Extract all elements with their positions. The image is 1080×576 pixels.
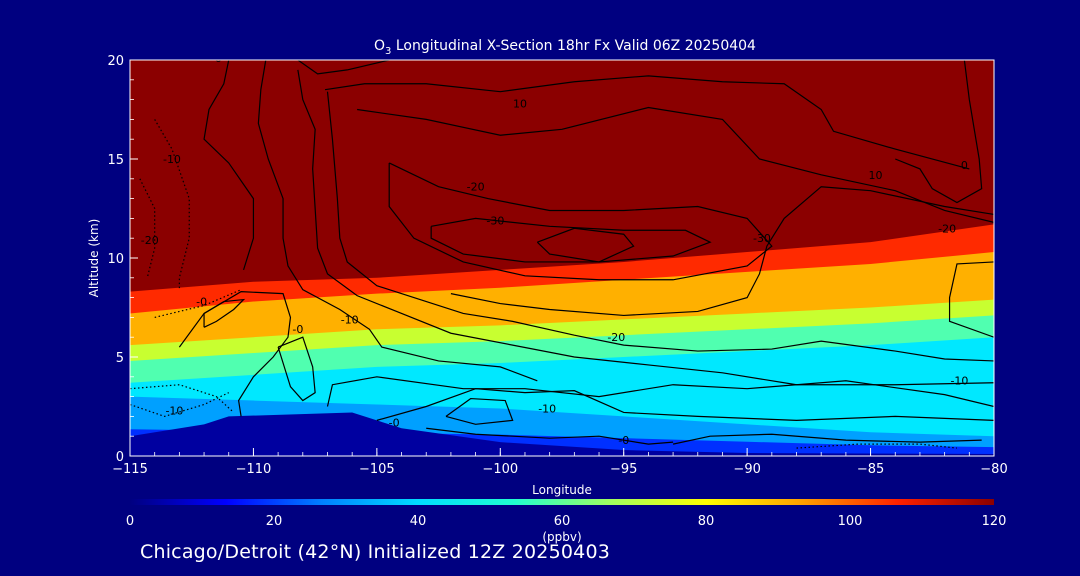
x-tick-label: −80 [980,462,1007,477]
colorbar-scale [130,499,994,505]
contour-line [154,119,190,290]
contour-line [154,289,242,318]
colorbar-tick-label: 60 [554,514,571,529]
contour-label: -20 [141,234,159,247]
colorbar-unit: (ppbv) [542,530,581,544]
contour-label: -20 [607,331,625,344]
contour-label: -10 [165,404,183,417]
contour-line [178,291,292,417]
contour-line [796,443,958,449]
colorbar-tick-label: 80 [698,514,715,529]
contour-line [297,69,994,386]
colorbar-tick-label: 120 [982,514,1007,529]
contour-label: -0 [211,52,222,65]
contour-line [357,106,994,223]
contour-line [130,392,230,418]
contour-line [324,75,970,170]
contour-label: -0 [618,434,629,447]
x-tick-label: −85 [857,462,884,477]
contour-line [130,384,235,413]
colorbar-tick-label: 0 [126,514,134,529]
y-tick-label: 0 [116,450,124,465]
contour-label: -10 [950,375,968,388]
contour-line [376,388,994,421]
contour-line [430,217,712,263]
x-tick-label: −110 [236,462,272,477]
contour-line [895,60,983,204]
x-tick-label: −100 [482,462,518,477]
contour-label: -10 [341,313,359,326]
x-tick-label: −115 [112,462,148,477]
y-axis: 0 5 10 15 20 [107,54,138,465]
contour-line [445,397,514,425]
x-axis-label: Longitude [532,483,592,497]
y-tick-label: 5 [116,351,124,366]
contour-label: 0 [961,159,968,172]
contour-line [277,336,316,402]
x-tick-label: −105 [359,462,395,477]
contour-line [203,60,255,271]
contour-line [426,427,674,445]
x-tick-label: −90 [733,462,760,477]
contour-label: -30 [753,232,771,245]
contour-line [297,60,390,75]
contour-line [326,91,994,362]
plot-area: -0 -10 -20 10 -20 -30 10 0 -30 -20 -0 -0 -10 -20 -10 -1… [130,52,994,456]
footer-caption: Chicago/Detroit (42°N) Initialized 12Z 2… [140,541,611,563]
colorbar-tick-label: 40 [410,514,427,529]
x-tick-label: −95 [610,462,637,477]
contour-label: -10 [538,402,556,415]
contour-label: -10 [163,153,181,166]
y-tick-label: 20 [107,54,124,69]
contour-line [948,261,994,338]
contour-label: 10 [869,169,883,182]
contour-label: -0 [389,416,400,429]
contour-line [536,227,635,263]
terrain [130,412,994,456]
contour-label: -0 [196,296,207,309]
chart-title: O3 Longitudinal X-Section 18hr Fx Valid … [374,38,756,57]
contour-line [672,433,982,445]
colorbar: 0 20 40 60 80 100 120 (ppbv) [126,499,1007,544]
contour-line [326,376,994,408]
contour-label: -20 [467,181,485,194]
contour-line [139,178,156,278]
contour-label: -0 [292,323,303,336]
y-axis-label: Altitude (km) [87,219,101,298]
contour-label: -30 [486,214,504,227]
contour-line [388,162,773,281]
y-tick-label: 15 [107,153,124,168]
x-axis: −115 −110 −105 −100 −95 −90 −85 −80 [112,448,1008,477]
y-tick-label: 10 [107,252,124,267]
colorbar-tick-label: 20 [266,514,283,529]
contour-line [450,186,994,317]
contour-label: -20 [938,222,956,235]
contour-line [257,60,538,382]
colorbar-tick-label: 100 [838,514,863,529]
contour-label: 10 [513,98,527,111]
